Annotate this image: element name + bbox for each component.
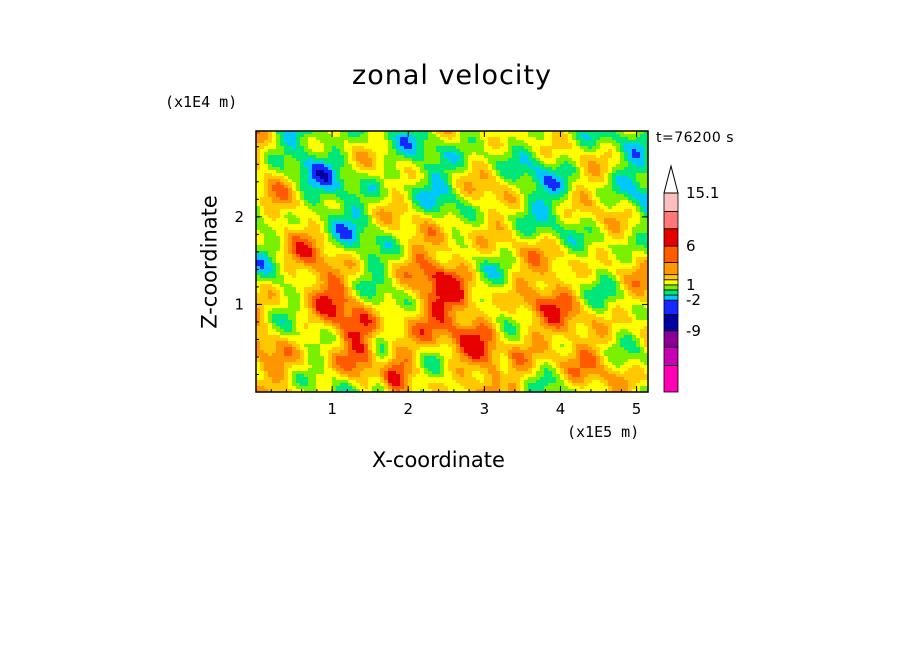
colorbar-segment — [663, 228, 679, 247]
colorbar-segment — [663, 279, 679, 286]
x-axis: 1 2 3 4 5 — [270, 131, 642, 418]
chart-title: zonal velocity — [352, 60, 552, 91]
y-tick-label: 2 — [234, 208, 244, 226]
colorbar-segment — [663, 346, 679, 366]
colorbar-segment — [663, 274, 679, 281]
colorbar-segment — [663, 245, 679, 263]
colorbar-label: 15.1 — [686, 184, 719, 202]
colorbar-segment — [663, 314, 679, 332]
y-axis: 12 — [234, 146, 648, 375]
colorbar-segment — [663, 210, 679, 230]
colorbar-segment — [663, 365, 679, 393]
x-tick-label: 2 — [403, 400, 413, 418]
colorbar-segment — [663, 330, 679, 348]
colorbar-label: 6 — [686, 237, 696, 255]
x-tick-label: 3 — [480, 400, 490, 418]
time-annotation: t=76200 s — [656, 130, 734, 146]
colorbar-segment — [663, 289, 679, 296]
x-tick-label: 5 — [632, 400, 642, 418]
colorbar-segment — [663, 192, 679, 212]
colorbar-label: 1 — [686, 276, 696, 294]
colorbar-label: -2 — [686, 291, 701, 309]
plot-frame — [255, 130, 649, 393]
velocity-field — [256, 131, 648, 392]
x-tick-label: 1 — [327, 400, 337, 418]
colorbar-segment — [663, 261, 679, 276]
y-tick-label: 1 — [234, 295, 244, 313]
colorbar-segment — [663, 294, 679, 301]
x-axis-unit: (x1E5 m) — [567, 423, 640, 441]
colorbar: 15.1 6 1-2 -9 — [663, 164, 719, 393]
colorbar-extend-arrow — [663, 164, 679, 194]
y-axis-unit: (x1E4 m) — [165, 93, 238, 111]
colorbar-label: -9 — [686, 322, 701, 340]
colorbar-segment — [663, 299, 679, 315]
x-axis-label: X-coordinate — [372, 448, 505, 472]
x-tick-label: 4 — [556, 400, 566, 418]
colorbar-segment — [663, 284, 679, 291]
